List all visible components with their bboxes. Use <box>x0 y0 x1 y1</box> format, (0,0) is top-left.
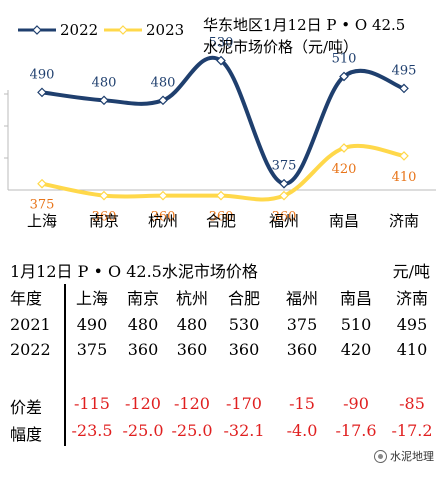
legend-marker-2022 <box>32 25 42 35</box>
x-tick-label: 合肥 <box>206 212 236 230</box>
row-label: 2021 <box>10 315 51 334</box>
table-cell: 420 <box>340 340 372 359</box>
table-cell: -85 <box>399 394 425 413</box>
x-tick-label: 南昌 <box>329 212 359 230</box>
table-cell: 南昌 <box>339 289 372 308</box>
data-point-2022 <box>158 95 168 106</box>
data-point-2023 <box>339 143 349 153</box>
table-cell: 合肥 <box>227 289 260 308</box>
watermark: 水泥地理 <box>374 448 434 464</box>
table-cell: 480 <box>176 315 208 334</box>
table-cell: -17.6 <box>335 421 377 440</box>
table-cell: -15 <box>289 394 315 413</box>
row-label: 2022 <box>10 340 51 359</box>
table-row: 2022 375 360 360 360 360 420 410 <box>0 340 444 362</box>
table-row: 2021 490 480 480 530 375 510 495 <box>0 315 444 337</box>
x-tick-label: 上海 <box>27 212 57 230</box>
data-label-2023: 360 <box>151 210 176 225</box>
data-label-2023: 360 <box>209 210 234 225</box>
table-cell: 杭州 <box>175 289 208 308</box>
table-cell: -32.1 <box>223 421 265 440</box>
data-label-2022: 480 <box>151 75 176 90</box>
table-cell: 375 <box>76 340 108 359</box>
table-row: 幅度 -23.5 -25.0 -25.0 -32.1 -4.0 -17.6 -17.2 <box>0 421 444 444</box>
data-point-2023 <box>99 190 109 201</box>
data-label-2022: 490 <box>30 67 55 82</box>
table-cell: -120 <box>174 394 210 413</box>
table-cell: -4.0 <box>286 421 318 440</box>
data-label-2023: 410 <box>392 170 417 185</box>
table-cell: 410 <box>396 340 428 359</box>
table-cell: -120 <box>125 394 161 413</box>
data-point-2022 <box>216 55 226 66</box>
data-point-2023 <box>279 190 289 201</box>
table-row: 价差 -115 -120 -120 -170 -15 -90 -85 <box>0 394 444 417</box>
wechat-circle-icon <box>374 449 387 463</box>
table-cell: -23.5 <box>71 421 113 440</box>
data-point-2022 <box>339 71 349 82</box>
table-cell: 360 <box>176 340 208 359</box>
data-label-2023: 360 <box>92 210 117 225</box>
watermark-text: 水泥地理 <box>390 450 434 463</box>
data-label-2022: 495 <box>392 63 417 78</box>
data-label-2022: 375 <box>272 159 297 174</box>
data-point-2023 <box>37 178 47 189</box>
data-label-2022: 510 <box>332 51 357 66</box>
data-point-2022 <box>279 178 289 189</box>
data-label-2023: 420 <box>332 162 357 177</box>
data-point-2023 <box>158 190 168 201</box>
data-label-2023: 375 <box>30 198 55 213</box>
row-label: 价差 <box>10 398 43 417</box>
chart-title: 华东地区1月12日 P • O 42.5 <box>203 16 405 34</box>
legend-marker-2023 <box>118 25 128 35</box>
legend-label-2023: 2023 <box>146 21 184 39</box>
row-label: 幅度 <box>10 425 43 444</box>
data-point-2023 <box>216 190 226 201</box>
table-cell: 上海 <box>75 289 108 308</box>
table-cell: 375 <box>286 315 318 334</box>
data-point-2022 <box>99 95 109 106</box>
table-cell: 福州 <box>285 289 318 308</box>
table-cell: -17.2 <box>391 421 433 440</box>
data-point-2022 <box>37 87 47 98</box>
data-label-2022: 480 <box>92 75 117 90</box>
legend-label-2022: 2022 <box>60 21 98 39</box>
row-label: 年度 <box>10 289 43 308</box>
x-tick-label: 南京 <box>89 212 119 230</box>
table-cell: -25.0 <box>171 421 213 440</box>
table-cell: -25.0 <box>122 421 164 440</box>
x-tick-label: 济南 <box>389 212 419 230</box>
price-line-chart: 490 480 480 530 375 510 495 375 360 360 360 360 420 4… <box>4 16 436 230</box>
data-label-2023: 360 <box>272 210 297 225</box>
x-tick-label: 杭州 <box>148 212 178 230</box>
table-cell: 490 <box>76 315 108 334</box>
table-divider <box>64 284 66 446</box>
data-point-2023 <box>399 151 409 161</box>
table-cell: 360 <box>228 340 260 359</box>
table-cell: 495 <box>396 315 428 334</box>
table-header-row: 年度 上海 南京 杭州 合肥 福州 南昌 济南 <box>0 285 444 308</box>
table-cell: 济南 <box>395 289 428 308</box>
chart-subtitle: 水泥市场价格（元/吨） <box>203 38 358 56</box>
table-cell: -115 <box>74 394 110 413</box>
table-cell: 360 <box>127 340 159 359</box>
table-cell: -170 <box>226 394 262 413</box>
table-cell: 510 <box>340 315 372 334</box>
table-cell: 480 <box>127 315 159 334</box>
table-title: 1月12日 P • O 42.5水泥市场价格 <box>10 262 258 281</box>
table-cell: 530 <box>228 315 260 334</box>
data-point-2022 <box>399 83 409 94</box>
table-cell: 南京 <box>126 289 159 308</box>
table-cell: -90 <box>343 394 369 413</box>
data-label-2022: 530 <box>209 36 234 51</box>
table-cell: 360 <box>286 340 318 359</box>
table-unit: 元/吨 <box>392 262 430 281</box>
x-tick-label: 福州 <box>269 212 299 230</box>
